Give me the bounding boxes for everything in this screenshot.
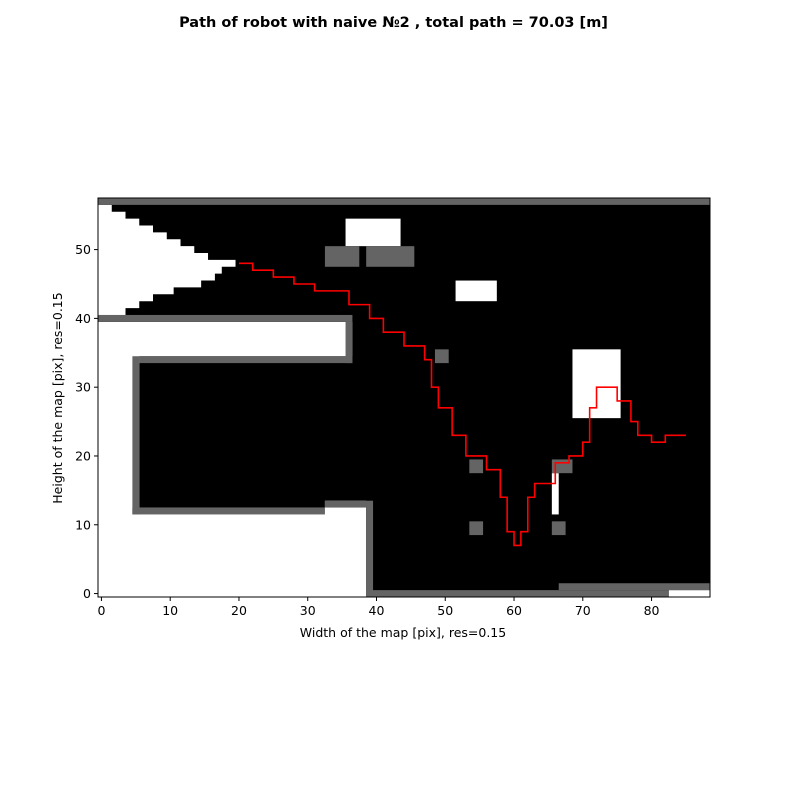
unknown-region [434, 349, 449, 364]
unknown-region [324, 246, 360, 267]
x-tick-label: 20 [231, 603, 247, 618]
y-tick-label: 20 [75, 448, 91, 463]
unknown-region [366, 500, 374, 597]
x-tick-label: 70 [575, 603, 591, 618]
unknown-region [469, 459, 484, 474]
y-axis-ticks: 0 10 20 30 40 50 [75, 242, 98, 601]
x-tick-label: 40 [369, 603, 385, 618]
plot-frame [97, 197, 711, 598]
x-axis-label: Width of the map [pix], res=0.15 [300, 625, 506, 640]
x-tick-label: 10 [162, 603, 178, 618]
unknown-region [324, 500, 367, 508]
free-region [98, 198, 236, 315]
unknown-region [132, 507, 325, 515]
y-tick-label: 10 [75, 517, 91, 532]
unknown-region [558, 583, 710, 591]
free-region [98, 321, 367, 597]
x-tick-label: 60 [506, 603, 522, 618]
x-tick-label: 80 [644, 603, 660, 618]
x-tick-label: 30 [300, 603, 316, 618]
unknown-region [98, 198, 710, 205]
unknown-region [366, 590, 669, 597]
unknown-region [139, 356, 353, 364]
x-tick-label: 0 [97, 603, 105, 618]
y-tick-label: 40 [75, 311, 91, 326]
x-axis-ticks: 0 10 20 30 40 50 60 70 80 [97, 597, 660, 618]
y-tick-label: 30 [75, 380, 91, 395]
free-blob [551, 473, 559, 515]
unknown-region [345, 321, 353, 364]
unknown-region [132, 356, 140, 515]
robot-path-line [238, 262, 686, 547]
y-axis-label: Height of the map [pix], res=0.15 [50, 292, 65, 503]
free-blob [345, 218, 401, 247]
free-region [668, 590, 710, 597]
robot-path-layer [238, 262, 686, 547]
occupancy-map [98, 198, 710, 597]
unknown-region [551, 521, 566, 536]
x-tick-label: 50 [437, 603, 453, 618]
unknown-region [469, 521, 484, 536]
free-blob [455, 280, 497, 302]
chart-title: Path of robot with naive №2 , total path… [179, 15, 608, 31]
unknown-region [366, 246, 415, 267]
unknown-region [98, 314, 353, 322]
y-tick-label: 50 [75, 242, 91, 257]
y-tick-label: 0 [83, 586, 91, 601]
